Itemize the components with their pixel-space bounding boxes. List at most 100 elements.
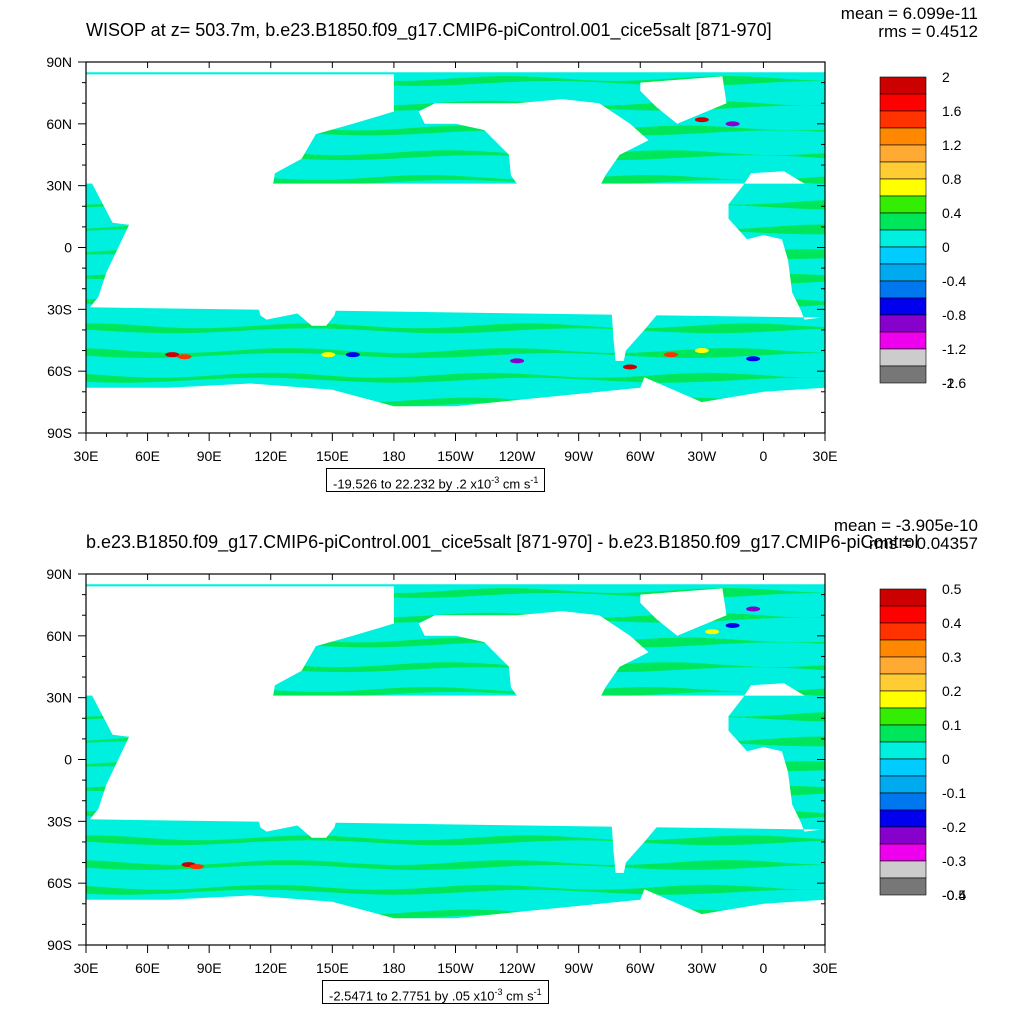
colorbar-label: -2 [942, 375, 955, 391]
greenland-land [640, 76, 727, 124]
y-tick-label: 60N [46, 628, 72, 644]
colorbar-label: -1.2 [942, 341, 966, 357]
colorbar-label: 0 [942, 751, 950, 767]
colorbar-label: 0.1 [942, 717, 962, 733]
y-tick-label: 60S [47, 875, 72, 891]
eddy-mark [177, 354, 192, 360]
x-tick-label: 90E [197, 960, 222, 976]
mean-stat: mean = 6.099e-11 [840, 4, 978, 23]
colorbar-box [879, 314, 927, 333]
eddy-mark [746, 356, 761, 362]
panel-title: WISOP at z= 503.7m, b.e23.B1850.f09_g17.… [86, 20, 772, 40]
x-tick-label: 90W [564, 960, 594, 976]
colorbar-label: 0.5 [942, 581, 962, 597]
panel-title: b.e23.B1850.f09_g17.CMIP6-piControl.001_… [86, 532, 919, 552]
colorbar-box [879, 195, 927, 214]
colorbar-box [879, 178, 927, 197]
contour-range-box: -19.526 to 22.232 by .2 x10-3 cm s-1 [326, 468, 546, 492]
north-america-land [418, 99, 649, 229]
colorbar-box [879, 741, 927, 760]
y-tick-label: 30N [46, 690, 72, 706]
x-tick-label: 30W [687, 448, 717, 464]
eddy-mark [725, 623, 740, 629]
rms-stat: rms = 0.4512 [878, 22, 978, 41]
colorbar-label: 0.8 [942, 171, 962, 187]
x-tick-label: 150W [437, 960, 474, 976]
mean-stat: mean = -3.905e-10 [833, 516, 978, 535]
x-tick-label: 30E [813, 960, 838, 976]
eddy-mark [705, 629, 720, 635]
contour-band [86, 335, 825, 346]
x-tick-label: 150W [437, 448, 474, 464]
x-tick-label: 60E [135, 448, 160, 464]
rms-stat: rms = 0.04357 [868, 534, 978, 553]
eddy-mark [725, 121, 740, 127]
x-tick-label: 30W [687, 960, 717, 976]
colorbar-box [879, 639, 927, 658]
colorbar-label: -0.8 [942, 307, 966, 323]
eurasia-land [86, 586, 394, 756]
y-tick-label: 0 [64, 240, 72, 256]
x-tick-label: 30E [74, 448, 99, 464]
colorbar-label: 1.6 [942, 103, 962, 119]
contour-band [86, 835, 825, 846]
x-tick-label: 30E [813, 448, 838, 464]
colorbar-label: 0.2 [942, 683, 962, 699]
x-tick-label: 120W [499, 448, 536, 464]
antarctica-land [86, 889, 825, 945]
y-tick-label: 0 [64, 752, 72, 768]
contour-band [86, 884, 825, 895]
colorbar-label: -1.6 [942, 375, 966, 391]
eddy-mark [694, 348, 709, 354]
colorbar-box [879, 212, 927, 231]
eddy-mark [189, 864, 204, 870]
map-plot: 30E 60E 90E 120E 150E 180 150W 120W 90W 60W 30W 0 30… [46, 54, 966, 464]
australia-land [256, 270, 339, 326]
y-tick-label: 90S [47, 937, 72, 953]
eddy-mark [694, 117, 709, 123]
map-plot: 30E 60E 90E 120E 150E 180 150W 120W 90W 60W 30W 0 30… [46, 566, 966, 976]
x-tick-label: 60E [135, 960, 160, 976]
colorbar-box [879, 792, 927, 811]
greenland-land [640, 588, 727, 636]
colorbar-label: 0.4 [942, 205, 962, 221]
colorbar-label: 0.4 [942, 615, 962, 631]
colorbar-box [879, 758, 927, 777]
colorbar-box [879, 348, 927, 367]
colorbar-box [879, 127, 927, 146]
panel-top: WISOP at z= 503.7m, b.e23.B1850.f09_g17.… [46, 4, 978, 492]
x-tick-label: 0 [760, 448, 768, 464]
colorbar-box [879, 331, 927, 350]
x-tick-label: 90E [197, 448, 222, 464]
x-tick-label: 60W [626, 448, 656, 464]
colorbar-box [879, 656, 927, 675]
y-tick-label: 30S [47, 301, 72, 317]
antarctica-land [86, 377, 825, 433]
colorbar-box [879, 622, 927, 641]
x-tick-label: 150E [316, 448, 349, 464]
eddy-mark [345, 352, 360, 358]
eddy-mark [165, 352, 180, 358]
contour-band [86, 348, 825, 358]
x-tick-label: 180 [382, 448, 406, 464]
colorbar-box [879, 365, 927, 384]
contour-band [86, 860, 825, 870]
panel-bottom: b.e23.B1850.f09_g17.CMIP6-piControl.001_… [0, 512, 1024, 1024]
colorbar-box [879, 843, 927, 862]
colorbar-box [879, 246, 927, 265]
australia-land [256, 782, 339, 838]
colorbar-box [879, 707, 927, 726]
colorbar-label: -0.5 [942, 887, 966, 903]
colorbar-label: -0.4 [942, 273, 966, 289]
contour-band [86, 847, 825, 858]
colorbar-box [879, 877, 927, 896]
colorbar-box [879, 775, 927, 794]
x-tick-label: 120W [499, 960, 536, 976]
colorbar-label: -0.4 [942, 887, 966, 903]
eddy-mark [622, 364, 637, 370]
colorbar-box [879, 588, 927, 607]
x-tick-label: 150E [316, 960, 349, 976]
x-tick-label: 120E [254, 448, 287, 464]
colorbar-label: 0 [942, 239, 950, 255]
y-tick-label: 60N [46, 116, 72, 132]
